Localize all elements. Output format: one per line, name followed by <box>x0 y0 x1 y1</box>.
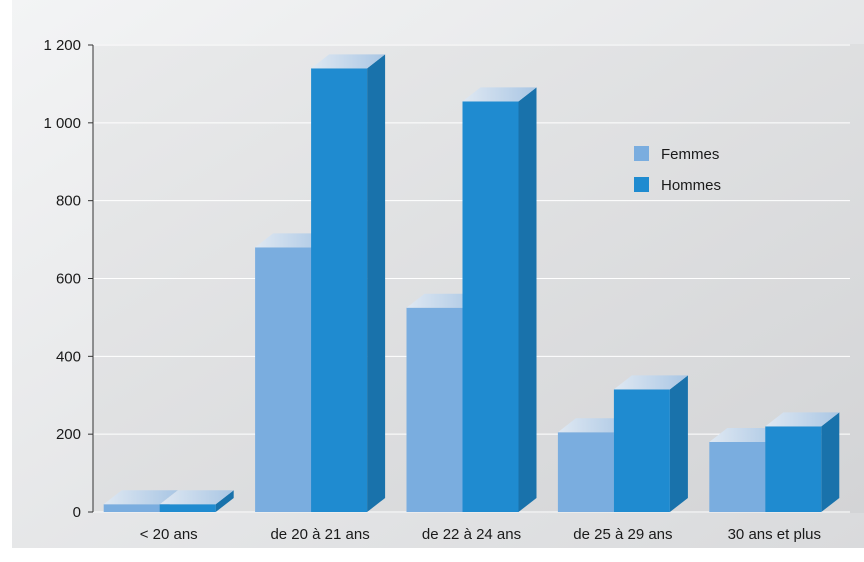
bar-hommes-3 <box>613 375 688 512</box>
bar-hommes-1 <box>311 54 386 512</box>
y-tick-label: 800 <box>56 193 81 210</box>
bar-top <box>462 87 537 102</box>
y-tick-label: 0 <box>73 504 81 521</box>
bar-front <box>462 101 519 512</box>
bar-front <box>103 504 160 512</box>
bar-front <box>765 426 822 512</box>
y-tick-label: 400 <box>56 348 81 365</box>
bar-top <box>103 490 178 505</box>
bar-side <box>215 490 234 512</box>
bar-front <box>255 247 312 512</box>
legend-label-hommes: Hommes <box>661 177 721 194</box>
bar-front <box>613 389 670 512</box>
y-tick-label: 200 <box>56 426 81 443</box>
bar-side <box>367 54 386 512</box>
x-tick-label: de 22 à 24 ans <box>422 526 521 543</box>
legend-swatch-hommes <box>634 177 649 192</box>
x-tick-label: de 20 à 21 ans <box>270 526 369 543</box>
y-tick-label: 1 200 <box>43 37 81 54</box>
bar-hommes-0 <box>159 490 234 512</box>
bar-front <box>557 432 614 512</box>
bar-top <box>557 418 632 433</box>
y-tick-label: 1 000 <box>43 115 81 132</box>
bar-front <box>159 504 216 512</box>
bar-top <box>765 412 840 427</box>
y-axis: 0 200 400 600 800 1 000 1 200 <box>43 37 94 521</box>
bars <box>103 54 840 512</box>
x-tick-label: de 25 à 29 ans <box>573 526 672 543</box>
legend: Femmes Hommes <box>634 146 721 194</box>
legend-label-femmes: Femmes <box>661 146 719 163</box>
bar-side <box>518 87 537 512</box>
legend-swatch-femmes <box>634 146 649 161</box>
x-axis: < 20 ans de 20 à 21 ans de 22 à 24 ans de 2… <box>140 526 821 543</box>
bar-front <box>709 441 766 512</box>
y-tick-label: 600 <box>56 271 81 288</box>
bar-top <box>613 375 688 390</box>
bar-hommes-2 <box>462 87 537 512</box>
bar-top <box>255 233 330 248</box>
bar-side <box>821 412 840 512</box>
x-tick-label: 30 ans et plus <box>728 526 821 543</box>
bar-side <box>669 375 688 512</box>
bar-hommes-4 <box>765 412 840 512</box>
bar-front <box>311 68 368 512</box>
x-tick-label: < 20 ans <box>140 526 198 543</box>
bar-front <box>406 307 463 512</box>
bar-top <box>159 490 234 505</box>
bar-top <box>709 427 784 442</box>
bar-top <box>311 54 386 69</box>
bar-top <box>406 293 481 308</box>
